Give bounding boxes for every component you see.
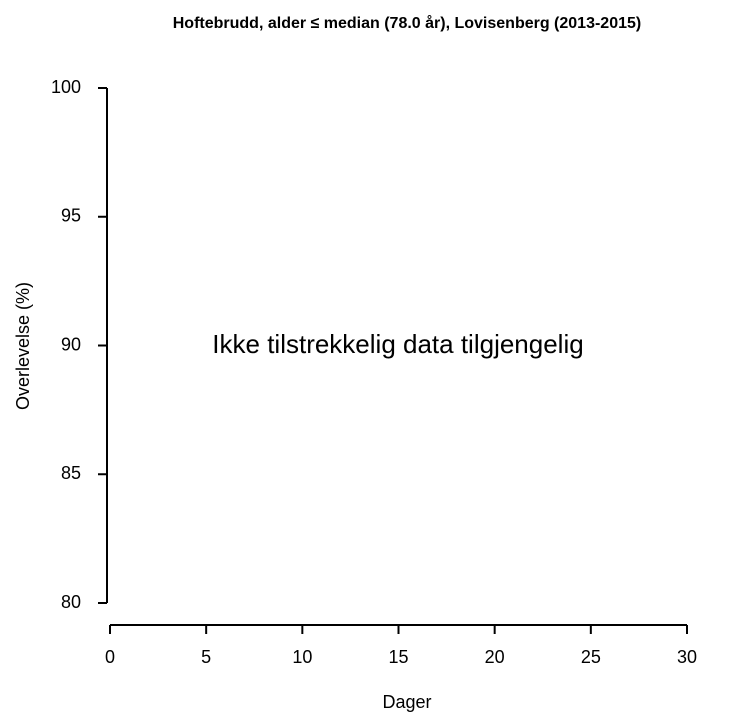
y-axis-label: Overlevelse (%) — [13, 282, 33, 410]
annotation: Ikke tilstrekkelig data tilgjengelig — [212, 329, 583, 359]
x-axis-label: Dager — [382, 692, 431, 712]
y-tick-label: 95 — [61, 206, 81, 226]
y-tick-label: 85 — [61, 463, 81, 483]
y-tick-label: 80 — [61, 592, 81, 612]
y-tick-label: 90 — [61, 334, 81, 354]
x-tick-label: 10 — [292, 647, 312, 667]
x-tick-label: 25 — [581, 647, 601, 667]
x-tick-label: 15 — [388, 647, 408, 667]
chart-title: Hoftebrudd, alder ≤ median (78.0 år), Lo… — [173, 14, 641, 32]
x-tick-label: 0 — [105, 647, 115, 667]
x-tick-label: 5 — [201, 647, 211, 667]
x-tick-label: 30 — [677, 647, 697, 667]
x-tick-label: 20 — [485, 647, 505, 667]
y-tick-label: 100 — [51, 77, 81, 97]
